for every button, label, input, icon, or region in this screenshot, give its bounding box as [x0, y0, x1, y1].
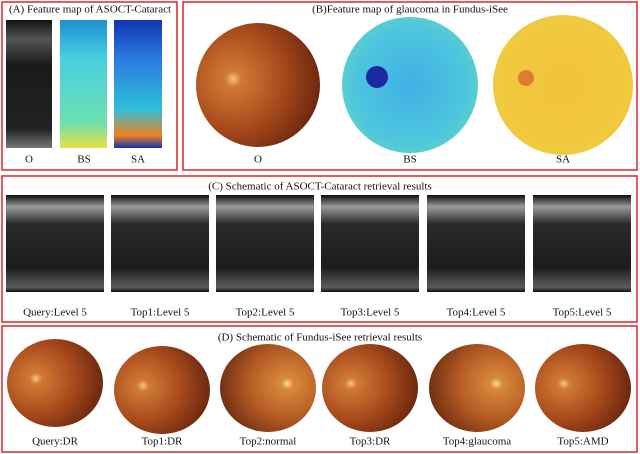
fundus-image	[7, 339, 103, 427]
image-label: Top4:Level 5	[447, 307, 506, 319]
bs-spot	[366, 66, 388, 88]
panel-title: (A) Feature map of ASOCT-Cataract	[9, 4, 171, 16]
panel-frame	[1, 175, 638, 323]
fundus-image	[322, 344, 418, 432]
fundus-image	[535, 344, 631, 432]
sa-map	[114, 20, 162, 148]
fundus-image	[220, 344, 316, 432]
bs-map	[60, 20, 107, 148]
image-label: Top5:AMD	[557, 436, 608, 448]
image-label: SA	[556, 154, 570, 166]
image-label: BS	[77, 154, 90, 166]
image-label: Top4:glaucoma	[443, 436, 511, 448]
image-label: BS	[403, 154, 416, 166]
oct-image	[216, 195, 314, 292]
image-label: Top3:DR	[350, 436, 391, 448]
image-label: Top2:Level 5	[236, 307, 295, 319]
image-label: Top5:Level 5	[553, 307, 612, 319]
panel-title: (B)Feature map of glaucoma in Fundus-iSe…	[312, 4, 508, 16]
oct-image	[427, 195, 525, 292]
sa-map	[493, 15, 633, 155]
panel-title: (C) Schematic of ASOCT-Cataract retrieva…	[208, 181, 432, 193]
image-label: O	[254, 154, 262, 166]
panel-frame	[1, 325, 638, 453]
panel-frame	[1, 1, 178, 171]
image-label: Query:DR	[32, 436, 78, 448]
oct-image	[533, 195, 631, 292]
image-label: Top2:normal	[240, 436, 297, 448]
bs-map	[342, 17, 478, 153]
image-label: Top1:DR	[142, 436, 183, 448]
image-label: O	[25, 154, 33, 166]
oct-image	[321, 195, 419, 292]
sa-spot	[518, 70, 534, 86]
oct-image	[6, 195, 104, 292]
oct-image	[6, 20, 52, 148]
fundus-image	[429, 344, 525, 432]
image-label: Query:Level 5	[23, 307, 87, 319]
fundus-image	[196, 23, 320, 147]
image-label: Top3:Level 5	[341, 307, 400, 319]
fundus-image	[114, 346, 210, 434]
image-label: Top1:Level 5	[131, 307, 190, 319]
image-label: SA	[131, 154, 145, 166]
oct-image	[111, 195, 209, 292]
panel-title: (D) Schematic of Fundus-iSee retrieval r…	[218, 332, 422, 344]
panel-frame	[182, 1, 638, 171]
